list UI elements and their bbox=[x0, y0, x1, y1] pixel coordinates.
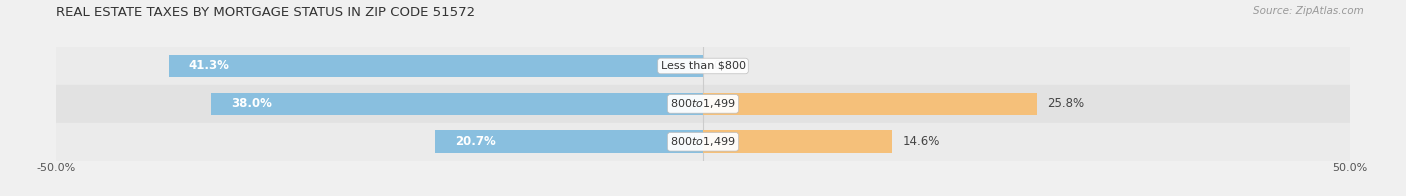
Text: REAL ESTATE TAXES BY MORTGAGE STATUS IN ZIP CODE 51572: REAL ESTATE TAXES BY MORTGAGE STATUS IN … bbox=[56, 6, 475, 19]
Bar bbox=[436, 130, 703, 153]
Bar bbox=[169, 55, 703, 77]
Text: $800 to $1,499: $800 to $1,499 bbox=[671, 97, 735, 110]
Bar bbox=[56, 85, 1350, 123]
Bar bbox=[56, 123, 1350, 161]
Bar bbox=[56, 47, 1350, 85]
Text: 41.3%: 41.3% bbox=[188, 60, 229, 73]
Text: 25.8%: 25.8% bbox=[1047, 97, 1084, 110]
Text: $800 to $1,499: $800 to $1,499 bbox=[671, 135, 735, 148]
Text: 38.0%: 38.0% bbox=[231, 97, 271, 110]
Bar bbox=[703, 93, 1036, 115]
Text: 20.7%: 20.7% bbox=[454, 135, 495, 148]
Text: 14.6%: 14.6% bbox=[903, 135, 939, 148]
Bar bbox=[211, 93, 703, 115]
Bar bbox=[703, 130, 891, 153]
Text: Less than $800: Less than $800 bbox=[661, 61, 745, 71]
Text: 0.0%: 0.0% bbox=[713, 60, 742, 73]
Text: Source: ZipAtlas.com: Source: ZipAtlas.com bbox=[1253, 6, 1364, 16]
